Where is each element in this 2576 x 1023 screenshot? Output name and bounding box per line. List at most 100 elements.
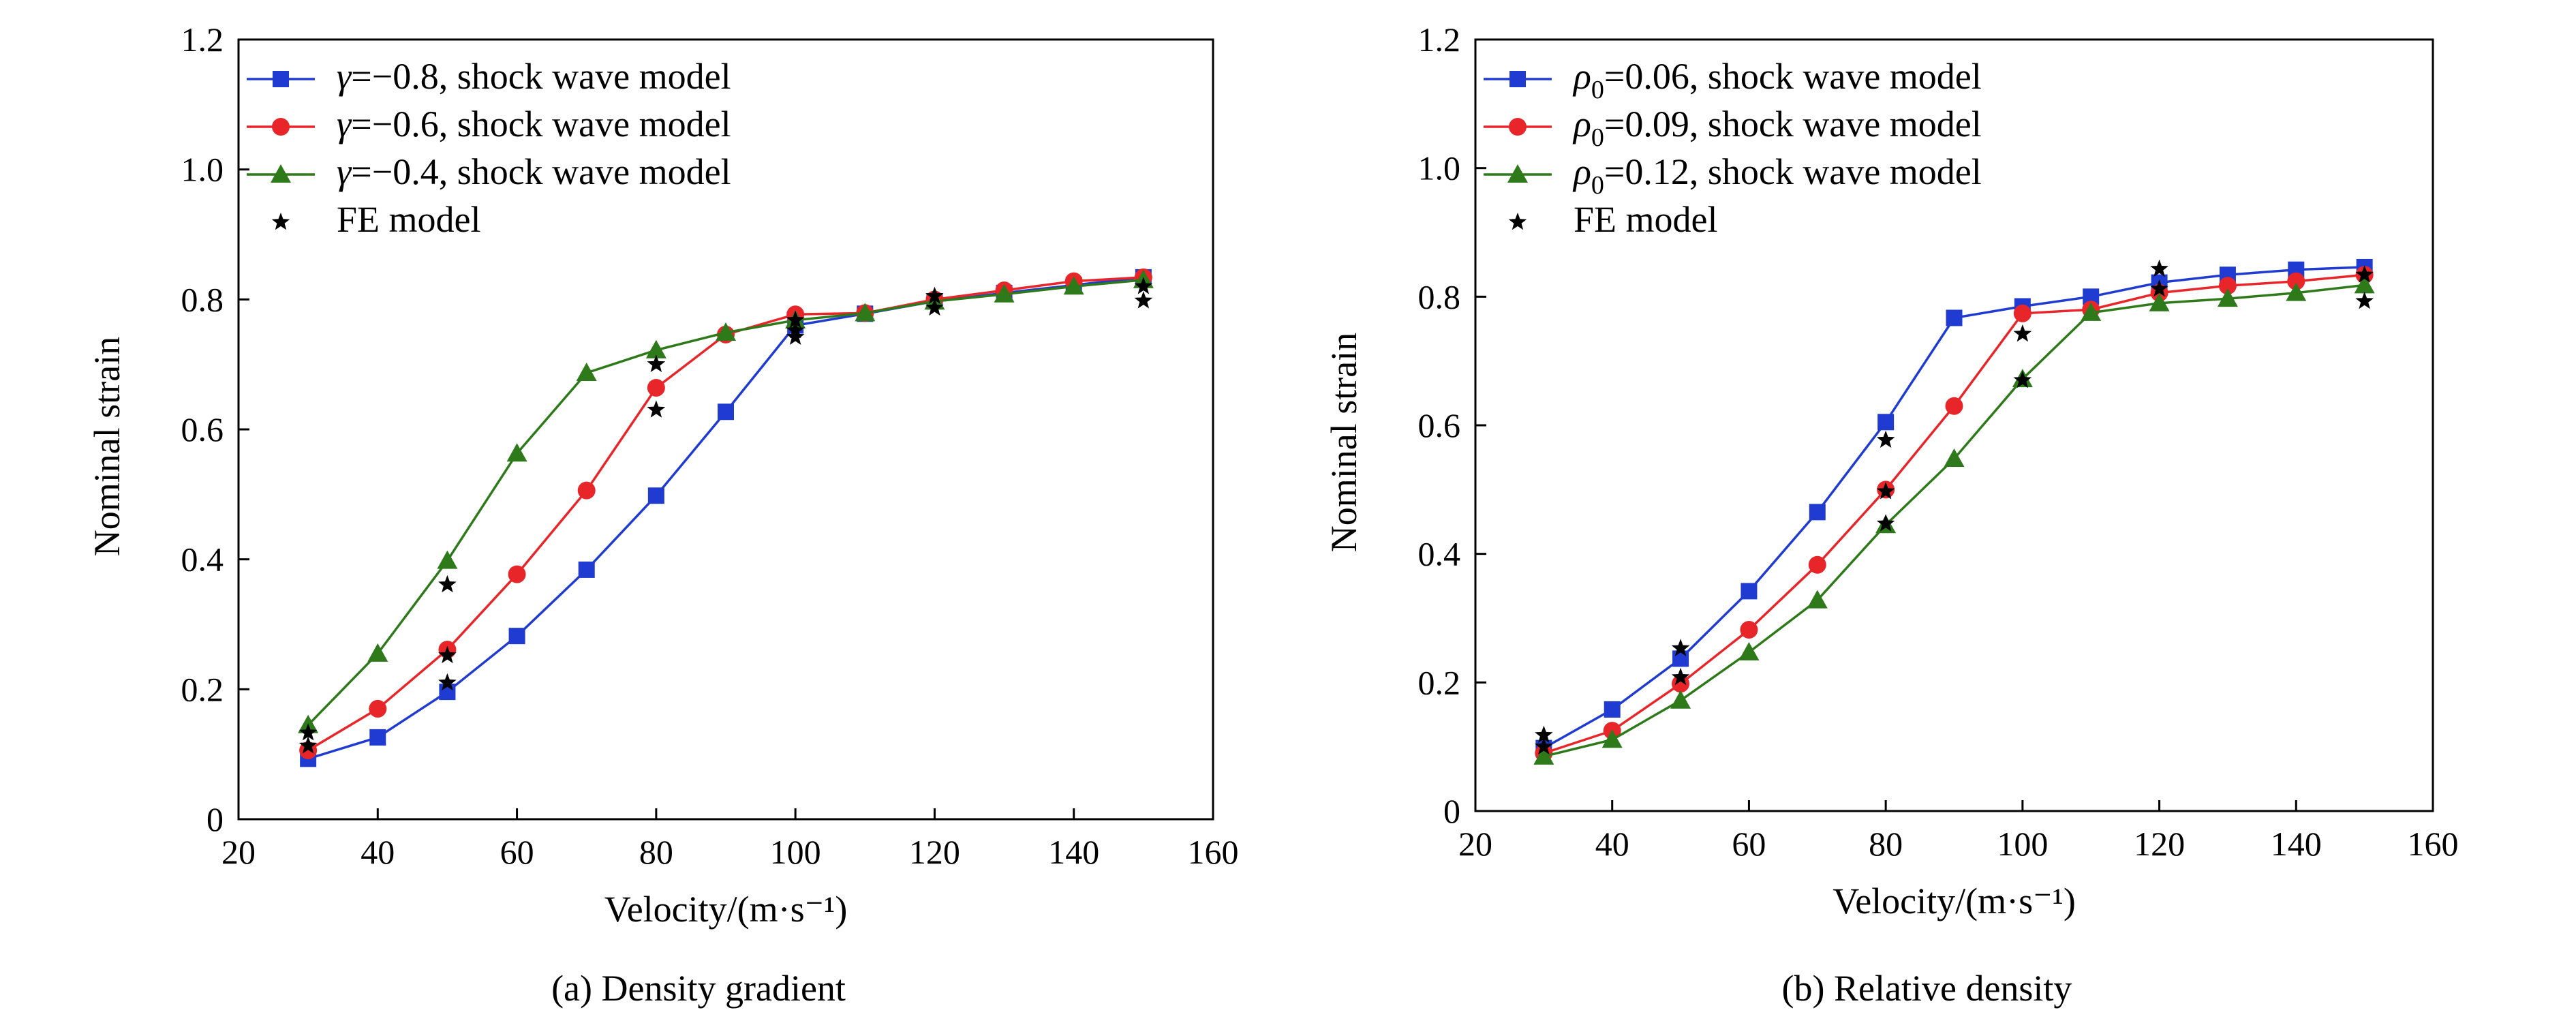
legend-label: FE model <box>1574 199 1718 240</box>
x-tick-label: 160 <box>1188 833 1239 871</box>
marker-triangle <box>1063 276 1084 295</box>
marker-triangle <box>506 443 527 462</box>
y-tick-label: 1.0 <box>181 151 224 189</box>
marker-star <box>2355 291 2374 309</box>
marker-star <box>271 213 290 230</box>
marker-square <box>273 71 289 87</box>
x-tick-label: 60 <box>500 833 534 871</box>
series-star <box>298 277 1153 754</box>
legend-label: γ=−0.6, shock wave model <box>337 104 731 144</box>
marker-star <box>2013 324 2032 342</box>
marker-circle <box>2013 304 2031 322</box>
legend-label: ρ0=0.06, shock wave model <box>1572 56 1982 104</box>
x-tick-label: 160 <box>2408 825 2459 863</box>
x-tick-label: 60 <box>1732 825 1766 863</box>
marker-star <box>438 673 457 691</box>
x-axis-label: Velocity/(m·s⁻¹) <box>1833 881 2076 921</box>
marker-triangle <box>2081 302 2102 321</box>
marker-square <box>1604 701 1621 718</box>
legend-item: γ=−0.4, shock wave model <box>247 151 731 192</box>
marker-star <box>1876 430 1895 448</box>
marker-star <box>298 736 318 754</box>
x-tick-label: 80 <box>1869 825 1903 863</box>
marker-star <box>2013 371 2032 388</box>
y-axis-label: Nominal strain <box>1323 333 1364 552</box>
legend-suffix: , shock wave model <box>439 56 731 97</box>
marker-circle <box>1740 620 1758 639</box>
series-line <box>1543 266 2365 750</box>
x-tick-label: 140 <box>2271 825 2322 863</box>
marker-star <box>1134 291 1153 309</box>
series-square <box>1535 258 2373 757</box>
legend-value: =0.06 <box>1604 56 1689 97</box>
series-triangle <box>1533 275 2375 765</box>
legend-item: FE model <box>1508 199 1718 240</box>
y-tick-label: 0.2 <box>1418 663 1461 701</box>
x-tick-label: 100 <box>1997 825 2048 863</box>
marker-square <box>647 487 664 504</box>
series-square <box>300 269 1152 767</box>
legend-suffix: FE model <box>1574 199 1718 240</box>
y-tick-label: 0 <box>1443 792 1460 830</box>
marker-circle <box>2218 277 2237 295</box>
marker-circle <box>647 378 665 397</box>
legend-label: ρ0=0.09, shock wave model <box>1572 104 1982 152</box>
legend-value: =0.12 <box>1604 151 1689 192</box>
marker-triangle <box>2354 275 2375 294</box>
x-axis-label: Velocity/(m·s⁻¹) <box>604 889 848 930</box>
x-tick-label: 120 <box>909 833 960 871</box>
marker-circle <box>369 699 387 718</box>
legend-symbol: ρ <box>1572 104 1591 144</box>
x-tick-label: 140 <box>1048 833 1099 871</box>
legend-suffix: , shock wave model <box>1689 104 1982 144</box>
y-tick-label: 0.4 <box>181 540 224 579</box>
y-axis-label: Nominal strain <box>87 337 127 556</box>
series-triangle <box>298 269 1154 733</box>
legend-label: γ=−0.4, shock wave model <box>337 151 731 192</box>
legend-label: FE model <box>337 199 481 240</box>
marker-circle <box>272 118 290 136</box>
marker-triangle <box>2286 282 2307 301</box>
legend-item: ρ0=0.09, shock wave model <box>1484 104 1982 152</box>
marker-star <box>298 723 318 741</box>
legend-symbol: γ <box>337 56 352 97</box>
marker-star <box>786 321 805 339</box>
y-tick-label: 1.2 <box>1418 20 1461 59</box>
marker-square <box>718 403 734 421</box>
marker-circle <box>1945 397 1963 415</box>
marker-star <box>647 400 666 418</box>
marker-triangle <box>1738 641 1760 660</box>
marker-square <box>1672 650 1689 667</box>
marker-triangle <box>716 322 736 341</box>
panel-b: 20 40 60 80 100 120 140 160 0 0.2 0.4 0.6 0.8 1.0 1.2 V… <box>1323 20 2459 1009</box>
marker-square <box>1509 71 1526 87</box>
y-tick-label: 0.4 <box>1418 535 1461 573</box>
marker-star <box>2150 279 2168 297</box>
legend-item: ρ0=0.12, shock wave model <box>1484 151 1982 200</box>
marker-circle <box>577 481 596 500</box>
marker-star <box>1508 213 1527 230</box>
marker-triangle <box>367 643 388 662</box>
legend-subscript: 0 <box>1591 171 1604 200</box>
legend-subscript: 0 <box>1591 76 1604 104</box>
marker-star <box>786 310 805 329</box>
x-tick-label: 120 <box>2134 825 2185 863</box>
legend-suffix: FE model <box>337 199 481 240</box>
y-tick-label: 1.2 <box>181 20 224 59</box>
legend-suffix: , shock wave model <box>439 151 731 192</box>
legend-symbol: γ <box>337 104 352 144</box>
marker-triangle <box>645 339 666 358</box>
marker-square <box>1877 414 1895 431</box>
legend-value: =−0.6 <box>351 104 438 144</box>
panel-caption: (b) Relative density <box>1782 968 2072 1009</box>
legend-symbol: ρ <box>1572 151 1591 192</box>
legend-item: FE model <box>271 199 481 240</box>
legend-item: γ=−0.8, shock wave model <box>247 56 731 97</box>
marker-triangle <box>1807 590 1828 609</box>
marker-triangle <box>437 550 458 569</box>
series-line <box>307 276 1144 752</box>
marker-circle <box>1672 675 1690 693</box>
marker-star <box>438 575 457 593</box>
